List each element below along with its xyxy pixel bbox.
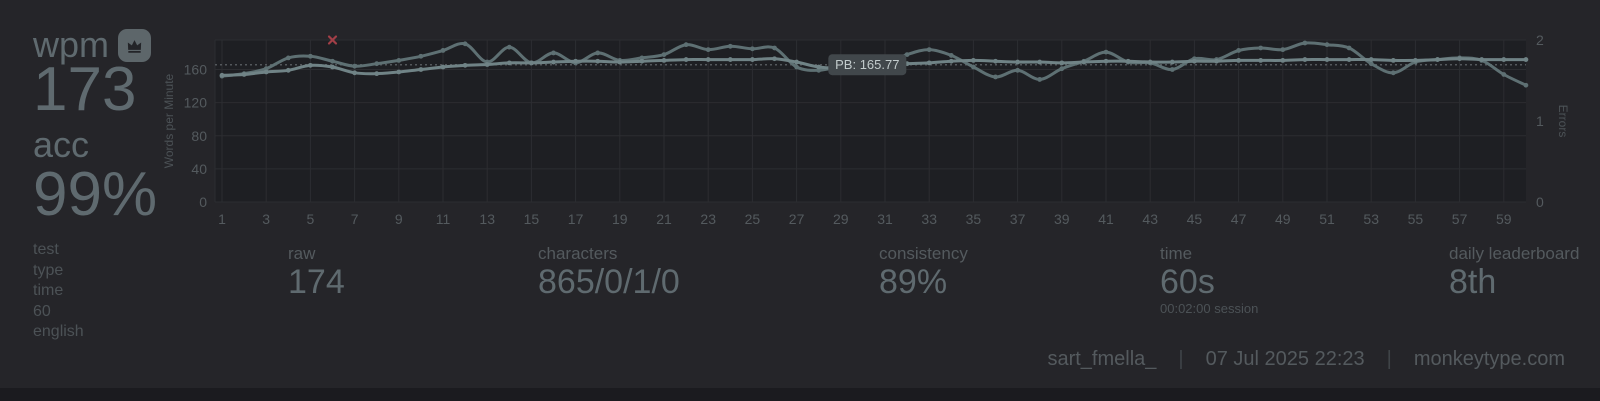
svg-text:1: 1: [1536, 113, 1544, 129]
svg-text:19: 19: [612, 211, 628, 227]
acc-value: 99%: [33, 160, 158, 229]
svg-text:59: 59: [1496, 211, 1512, 227]
svg-text:160: 160: [184, 62, 208, 78]
pb-label: PB: 165.77: [828, 54, 907, 76]
svg-text:29: 29: [833, 211, 849, 227]
stat-value: 60s: [1160, 263, 1215, 301]
stat-label: daily leaderboard: [1449, 244, 1580, 263]
stat-time: time 60s 00:02:00 session: [1160, 244, 1258, 316]
y-axis-title-right: Errors: [1556, 105, 1570, 138]
stat-value: 8th: [1449, 263, 1497, 301]
stat-value: 89%: [879, 263, 948, 301]
svg-text:27: 27: [789, 211, 805, 227]
svg-text:51: 51: [1319, 211, 1335, 227]
stat-sub: 00:02:00 session: [1160, 301, 1259, 316]
svg-text:57: 57: [1452, 211, 1468, 227]
svg-text:35: 35: [966, 211, 982, 227]
footer-separator: |: [1386, 348, 1392, 370]
svg-text:21: 21: [656, 211, 672, 227]
test-type-label: test type: [33, 241, 64, 279]
stat-label: characters: [538, 244, 618, 263]
svg-text:7: 7: [351, 211, 359, 227]
stat-label: consistency: [879, 244, 968, 263]
svg-text:13: 13: [479, 211, 495, 227]
wpm-value: 173: [33, 55, 137, 124]
stat-characters: characters 865/0/1/0: [538, 244, 680, 300]
test-language: english: [33, 323, 84, 340]
svg-text:43: 43: [1142, 211, 1158, 227]
svg-text:23: 23: [700, 211, 716, 227]
svg-text:1: 1: [218, 211, 226, 227]
username: sart_fmella_: [1047, 348, 1157, 370]
result-date: 07 Jul 2025 22:23: [1205, 348, 1365, 370]
svg-text:0: 0: [1536, 194, 1544, 210]
svg-text:80: 80: [191, 128, 207, 144]
svg-text:120: 120: [184, 95, 208, 111]
svg-text:55: 55: [1408, 211, 1424, 227]
svg-text:25: 25: [745, 211, 761, 227]
stat-label: raw: [288, 244, 316, 263]
svg-text:40: 40: [191, 161, 207, 177]
acc-label: acc: [33, 124, 90, 165]
svg-text:33: 33: [921, 211, 937, 227]
stat-label: time: [1160, 244, 1193, 263]
crown-icon: [127, 39, 142, 53]
svg-text:39: 39: [1054, 211, 1070, 227]
svg-text:15: 15: [524, 211, 540, 227]
stat-value: 865/0/1/0: [538, 263, 680, 301]
test-mode: time 60: [33, 282, 64, 320]
svg-text:3: 3: [262, 211, 270, 227]
test-type-info: test type time 60 english: [33, 240, 84, 343]
svg-text:PB: 165.77: PB: 165.77: [835, 57, 899, 72]
svg-text:49: 49: [1275, 211, 1291, 227]
svg-text:0: 0: [199, 194, 207, 210]
svg-text:2: 2: [1536, 32, 1544, 48]
svg-text:41: 41: [1098, 211, 1114, 227]
stat-consistency: consistency 89%: [879, 244, 968, 300]
svg-text:31: 31: [877, 211, 893, 227]
svg-text:45: 45: [1187, 211, 1203, 227]
stat-daily-leaderboard: daily leaderboard 8th: [1449, 244, 1579, 300]
error-marker-icon: [327, 35, 338, 45]
svg-text:53: 53: [1363, 211, 1379, 227]
footer-separator: |: [1178, 348, 1184, 370]
y-axis-title-left: Words per Minute: [162, 73, 176, 168]
svg-text:9: 9: [395, 211, 403, 227]
stat-value: 174: [288, 263, 345, 301]
personal-best-badge: [118, 28, 152, 62]
svg-text:11: 11: [436, 211, 451, 227]
wpm-label: wpm: [33, 24, 110, 65]
svg-text:37: 37: [1010, 211, 1026, 227]
svg-text:5: 5: [307, 211, 315, 227]
bottom-strip: [0, 388, 1600, 401]
result-footer: sart_fmella_ | 07 Jul 2025 22:23 | monke…: [1047, 348, 1565, 371]
svg-text:17: 17: [568, 211, 584, 227]
site-name: monkeytype.com: [1413, 348, 1565, 370]
svg-text:47: 47: [1231, 211, 1247, 227]
stat-raw: raw 174: [288, 244, 345, 300]
